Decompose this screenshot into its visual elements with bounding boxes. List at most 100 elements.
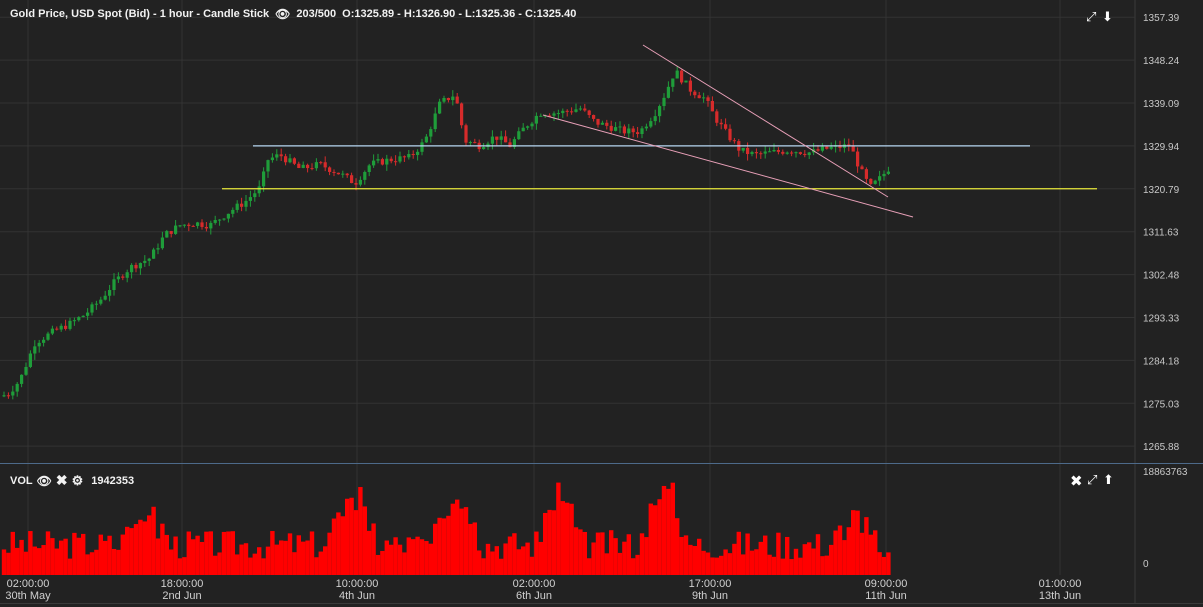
- drawn-lines: [222, 44, 1097, 218]
- maximize-icon[interactable]: ⤢: [1086, 9, 1097, 24]
- volume-bar: [692, 546, 697, 575]
- candle-body: [152, 249, 156, 259]
- candle-body: [517, 131, 521, 140]
- volume-bar: [582, 531, 587, 575]
- candle-body: [680, 70, 684, 83]
- visibility-eye-icon[interactable]: 👁: [275, 7, 291, 21]
- volume-bar: [837, 525, 843, 575]
- volume-bar: [846, 527, 851, 575]
- close-pane-icon[interactable]: ✖: [1070, 473, 1083, 490]
- volume-bar: [314, 557, 319, 575]
- volume-bar: [648, 503, 653, 575]
- volume-bar: [1, 549, 7, 575]
- volume-bar: [323, 546, 328, 575]
- candle-body: [226, 213, 230, 219]
- volume-bar: [560, 501, 565, 575]
- candle-body: [600, 122, 604, 125]
- candle-body: [596, 118, 600, 125]
- candle-body: [187, 224, 191, 226]
- candle-body: [838, 145, 842, 148]
- lower-trendline: [542, 114, 914, 218]
- candle-body: [407, 153, 411, 158]
- volume-bar: [543, 512, 548, 575]
- volume-bars: [1, 482, 891, 575]
- candle-body: [42, 339, 46, 343]
- volume-bar: [160, 523, 165, 575]
- volume-bar: [705, 552, 711, 575]
- volume-bar: [754, 549, 759, 575]
- candle-body: [301, 164, 305, 168]
- move-down-icon[interactable]: ⬇: [1102, 9, 1113, 24]
- volume-bar: [472, 522, 477, 575]
- volume-bar: [292, 552, 297, 575]
- volume-bar: [371, 523, 376, 575]
- volume-bar: [886, 552, 891, 575]
- candle-body: [59, 325, 63, 330]
- volume-bar: [191, 539, 196, 575]
- volume-bar: [551, 510, 557, 575]
- volume-bar: [807, 542, 812, 575]
- volume-bar: [793, 548, 799, 575]
- candle-body: [116, 276, 120, 280]
- candle-body: [759, 153, 763, 155]
- volume-bar: [380, 550, 385, 575]
- gear-icon[interactable]: ⚙: [71, 472, 84, 488]
- volume-bar: [833, 530, 838, 575]
- candle-body: [798, 152, 802, 154]
- volume-bar: [437, 517, 442, 575]
- candle-body: [46, 333, 50, 340]
- candle-body: [521, 127, 525, 132]
- volume-bar: [81, 533, 86, 575]
- ohlc-readout: O:1325.89 - H:1326.90 - L:1325.36 - C:13…: [342, 8, 577, 20]
- candle-body: [561, 110, 565, 114]
- move-up-icon[interactable]: ⬆: [1103, 472, 1114, 487]
- volume-bar: [529, 556, 535, 575]
- candle-body: [860, 166, 864, 170]
- volume-bar: [349, 497, 354, 575]
- candle-body: [270, 157, 274, 161]
- candle-body: [248, 197, 252, 201]
- candle-body: [231, 209, 235, 214]
- price-tick-label: 1302.48: [1143, 271, 1180, 282]
- maximize-pane-icon[interactable]: ⤢: [1087, 472, 1098, 487]
- volume-bar: [463, 507, 469, 575]
- close-icon[interactable]: ✖: [55, 472, 68, 488]
- candle-body: [429, 129, 433, 137]
- volume-bar: [441, 518, 447, 575]
- candle-body: [174, 225, 178, 234]
- visibility-eye-icon[interactable]: 👁: [36, 473, 52, 488]
- volume-bar: [631, 558, 636, 575]
- candle-body: [781, 151, 785, 154]
- candle-body: [297, 163, 301, 168]
- candle-body: [138, 263, 142, 269]
- volume-bar: [230, 531, 235, 575]
- bar-count: 203/500: [296, 8, 337, 20]
- candle-body: [121, 276, 125, 278]
- volume-bar: [595, 532, 601, 575]
- candle-body: [363, 172, 367, 180]
- candle-body: [442, 97, 446, 102]
- volume-bar: [411, 539, 416, 575]
- candle-body: [306, 164, 310, 169]
- volume-bar: [525, 542, 530, 575]
- volume-bar: [45, 531, 51, 575]
- volume-bar: [318, 551, 323, 575]
- volume-bar: [301, 541, 306, 575]
- candle-body: [574, 109, 578, 112]
- volume-bar: [164, 534, 169, 575]
- volume-bar: [235, 554, 240, 575]
- candle-body: [807, 152, 811, 156]
- volume-bar: [855, 510, 860, 575]
- volume-bar: [683, 535, 689, 575]
- volume-bar: [600, 532, 605, 575]
- volume-bar: [309, 531, 315, 575]
- bottom-border: [0, 603, 1203, 604]
- price-tick-label: 1320.79: [1143, 185, 1180, 196]
- time-tick-label: 10:00:00: [336, 578, 379, 590]
- volume-label: VOL: [10, 474, 33, 487]
- volume-bar: [358, 487, 363, 575]
- candle-body: [878, 176, 882, 181]
- candle-body: [864, 169, 868, 179]
